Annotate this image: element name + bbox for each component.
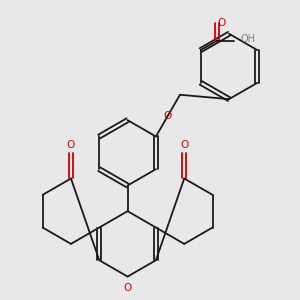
Text: O: O <box>164 111 172 121</box>
Text: OH: OH <box>241 34 256 44</box>
Text: O: O <box>217 18 225 28</box>
Text: O: O <box>124 284 132 293</box>
Text: O: O <box>67 140 75 150</box>
Text: O: O <box>180 140 188 150</box>
